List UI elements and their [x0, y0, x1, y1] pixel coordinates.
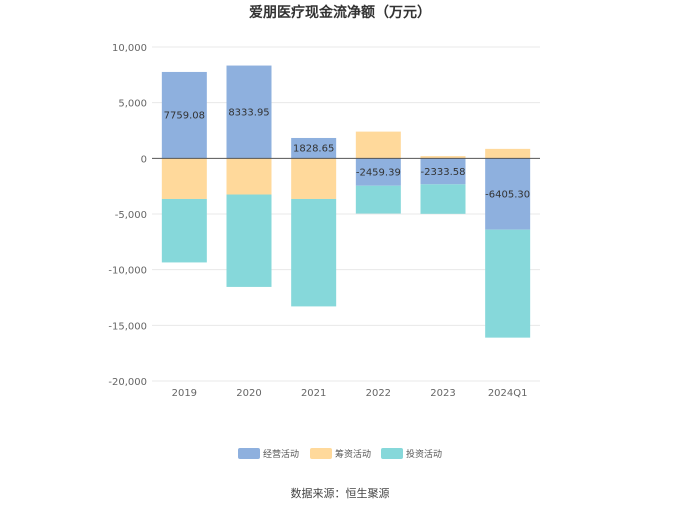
grid: [152, 46, 540, 382]
bar-segment[interactable]: [291, 158, 337, 199]
bar-value-label: 8333.95: [228, 107, 269, 118]
bar-segment[interactable]: [161, 71, 207, 159]
bar-segment[interactable]: [420, 158, 466, 185]
y-tick-label: -5,000: [115, 210, 147, 221]
y-tick-label: 0: [141, 154, 147, 165]
bar-segment[interactable]: [161, 198, 207, 263]
x-tick-label: 2024Q1: [488, 388, 528, 399]
legend-label[interactable]: 经营活动: [263, 448, 299, 460]
bar-value-label: 1828.65: [293, 144, 334, 155]
bar-segment[interactable]: [291, 198, 337, 307]
bar-segment[interactable]: [355, 131, 401, 159]
y-tick-label: -10,000: [108, 266, 147, 277]
x-tick-label: 2020: [236, 388, 261, 399]
bar-segment[interactable]: [226, 194, 272, 287]
bar-value-label: 7759.08: [164, 111, 205, 122]
y-tick-label: -20,000: [108, 377, 147, 388]
x-tick-label: 2023: [430, 388, 455, 399]
y-tick-label: -15,000: [108, 321, 147, 332]
legend-label[interactable]: 投资活动: [406, 448, 442, 460]
data-labels: 7759.08 8333.95 1828.65 -2459.39 -2333.58 -64…: [164, 107, 530, 200]
bar-segment[interactable]: [485, 229, 531, 338]
x-tick-label: 2021: [301, 388, 326, 399]
bar-segment[interactable]: [420, 184, 466, 214]
y-tick-label: 10,000: [112, 43, 147, 54]
bar-segment[interactable]: [355, 158, 401, 186]
x-tick-label: 2022: [366, 388, 391, 399]
chart-title: 爱朋医疗现金流净额（万元）: [249, 4, 431, 21]
bar-segment[interactable]: [485, 148, 531, 159]
bar-segment[interactable]: [226, 158, 272, 195]
bar-value-label: -2333.58: [421, 167, 466, 178]
axes: 10,000 5,000 0 -5,000 -10,000 -15,000 -20,000 2…: [108, 43, 540, 399]
bar-value-label: -2459.39: [356, 168, 401, 179]
bar-segment[interactable]: [161, 158, 207, 199]
legend-swatch[interactable]: [310, 448, 332, 459]
bar-value-label: -6405.30: [485, 189, 530, 200]
y-tick-label: 5,000: [118, 99, 147, 110]
bar-segment[interactable]: [355, 185, 401, 214]
legend-swatch[interactable]: [381, 448, 403, 459]
bar-segment[interactable]: [420, 156, 466, 159]
bar-segment[interactable]: [485, 158, 531, 230]
source-note: 数据来源：恒生聚源: [291, 486, 390, 500]
bars: [161, 65, 531, 338]
legend-swatch[interactable]: [238, 448, 260, 459]
x-tick-label: 2019: [172, 388, 197, 399]
bar-segment[interactable]: [226, 65, 272, 159]
legend-label[interactable]: 筹资活动: [335, 448, 371, 460]
legend[interactable]: 经营活动 筹资活动 投资活动: [238, 448, 442, 460]
bar-segment[interactable]: [291, 137, 337, 159]
